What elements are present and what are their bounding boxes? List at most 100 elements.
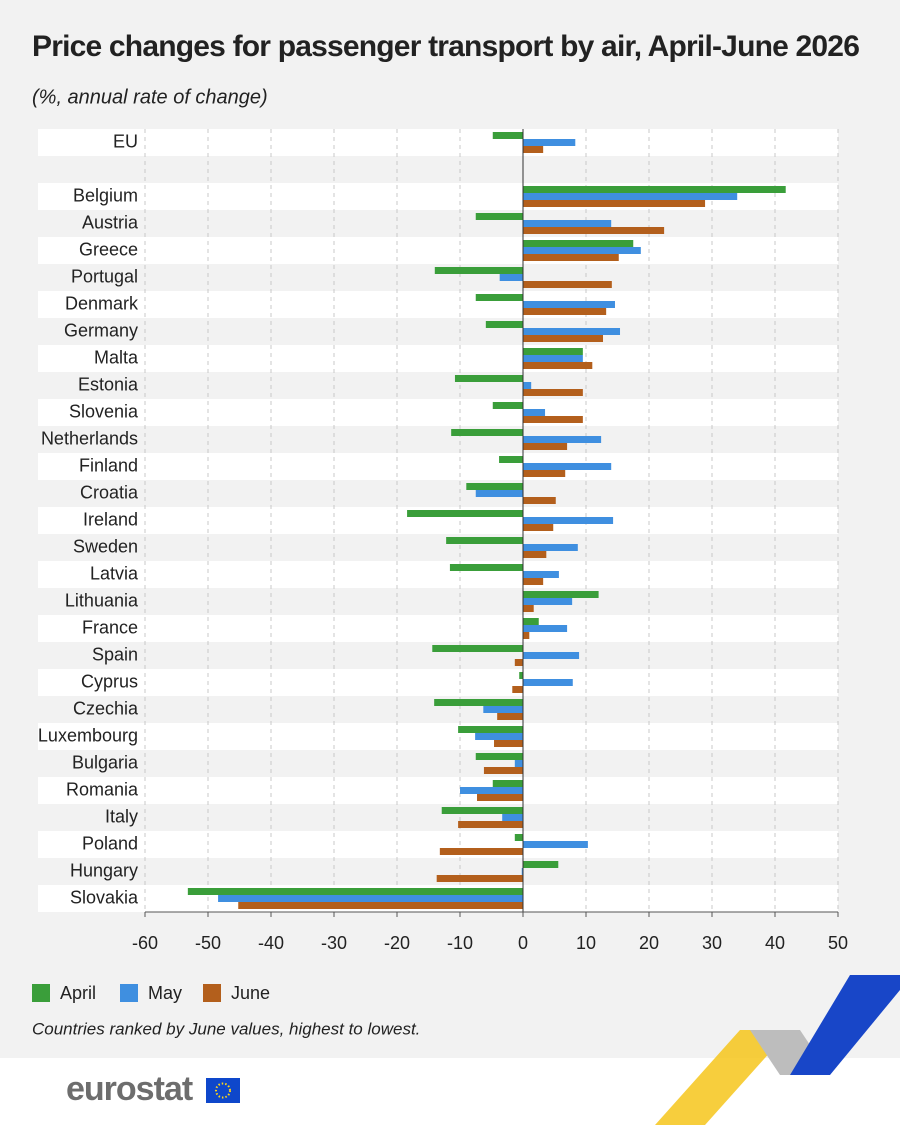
bar xyxy=(218,895,523,902)
chart-subtitle: (%, annual rate of change) xyxy=(32,86,268,108)
y-tick-label: EU xyxy=(113,131,138,151)
bar xyxy=(514,659,523,666)
bar xyxy=(523,497,556,504)
bar xyxy=(523,652,580,659)
x-tick-label: -60 xyxy=(132,933,158,953)
bar xyxy=(523,308,607,315)
x-tick-label: 50 xyxy=(828,933,848,953)
bar xyxy=(434,699,523,706)
bar xyxy=(523,618,539,625)
y-tick-label: Belgium xyxy=(73,185,138,205)
labels: EU Belgium Austria Greece Portugal Denmark Ger… xyxy=(32,131,848,1003)
row-band xyxy=(38,129,838,156)
bar xyxy=(523,605,534,612)
bar xyxy=(523,389,583,396)
bar xyxy=(483,706,523,713)
bar xyxy=(514,834,523,841)
x-tick-label: 40 xyxy=(765,933,785,953)
bar xyxy=(523,227,665,234)
bar xyxy=(475,213,523,220)
row-band xyxy=(38,291,838,318)
bar xyxy=(475,294,523,301)
row-band xyxy=(38,399,838,426)
y-tick-label: Slovakia xyxy=(70,887,139,907)
y-tick-label: Lithuania xyxy=(65,590,139,610)
bars xyxy=(187,129,786,912)
bar xyxy=(492,132,523,139)
bar xyxy=(523,281,612,288)
y-tick-label: Austria xyxy=(82,212,139,232)
legend-label: May xyxy=(148,983,182,1003)
y-tick-label: Spain xyxy=(92,644,138,664)
row-band xyxy=(38,831,838,858)
row-band xyxy=(38,237,838,264)
bar xyxy=(483,767,523,774)
bar xyxy=(523,544,578,551)
y-tick-label: Poland xyxy=(82,833,138,853)
row-band xyxy=(38,723,838,750)
bar xyxy=(523,571,559,578)
y-tick-label: Czechia xyxy=(73,698,139,718)
bar xyxy=(451,429,523,436)
row-band xyxy=(38,669,838,696)
bar xyxy=(458,821,523,828)
footnote: Countries ranked by June values, highest… xyxy=(32,1019,420,1038)
x-tick-label: -40 xyxy=(258,933,284,953)
y-tick-label: Romania xyxy=(66,779,139,799)
y-tick-label: Germany xyxy=(64,320,138,340)
bar xyxy=(523,348,583,355)
y-tick-label: Hungary xyxy=(70,860,138,880)
x-tick-label: 10 xyxy=(576,933,596,953)
bar xyxy=(407,510,523,517)
bar xyxy=(523,517,614,524)
bar xyxy=(466,483,523,490)
bar xyxy=(475,733,523,740)
bar xyxy=(523,524,554,531)
y-tick-label: Latvia xyxy=(90,563,139,583)
y-tick-label: Netherlands xyxy=(41,428,138,448)
y-tick-label: Sweden xyxy=(73,536,138,556)
x-tick-label: 0 xyxy=(518,933,528,953)
row-band xyxy=(38,345,838,372)
bar xyxy=(492,780,523,787)
x-tick-label: 30 xyxy=(702,933,722,953)
x-tick-label: 20 xyxy=(639,933,659,953)
bar xyxy=(523,470,566,477)
bar xyxy=(523,254,619,261)
bar xyxy=(512,686,523,693)
bar xyxy=(497,713,523,720)
bar xyxy=(523,220,612,227)
eu-stars xyxy=(215,1082,231,1099)
y-tick-label: Estonia xyxy=(78,374,139,394)
bar xyxy=(454,375,523,382)
bar xyxy=(523,591,599,598)
bar xyxy=(446,537,523,544)
row-band xyxy=(38,210,838,237)
y-tick-label: France xyxy=(82,617,138,637)
x-tick-label: -10 xyxy=(447,933,473,953)
bar xyxy=(492,402,523,409)
bar xyxy=(523,328,621,335)
bar xyxy=(434,267,523,274)
bar xyxy=(523,436,602,443)
bar xyxy=(499,274,523,281)
bar xyxy=(499,456,523,463)
legend-swatch xyxy=(120,984,138,1002)
legend-swatch xyxy=(32,984,50,1002)
y-tick-label: Slovenia xyxy=(69,401,139,421)
bar xyxy=(475,753,523,760)
bar xyxy=(519,672,523,679)
y-tick-label: Portugal xyxy=(71,266,138,286)
bar xyxy=(502,814,523,821)
bar xyxy=(475,490,523,497)
bar xyxy=(523,578,544,585)
bar xyxy=(523,247,641,254)
row-band xyxy=(38,804,838,831)
y-tick-label: Ireland xyxy=(83,509,138,529)
bar xyxy=(523,443,568,450)
bar xyxy=(523,139,576,146)
bar xyxy=(523,861,559,868)
logo-text: eurostat xyxy=(66,1070,193,1108)
row-band xyxy=(38,777,838,804)
